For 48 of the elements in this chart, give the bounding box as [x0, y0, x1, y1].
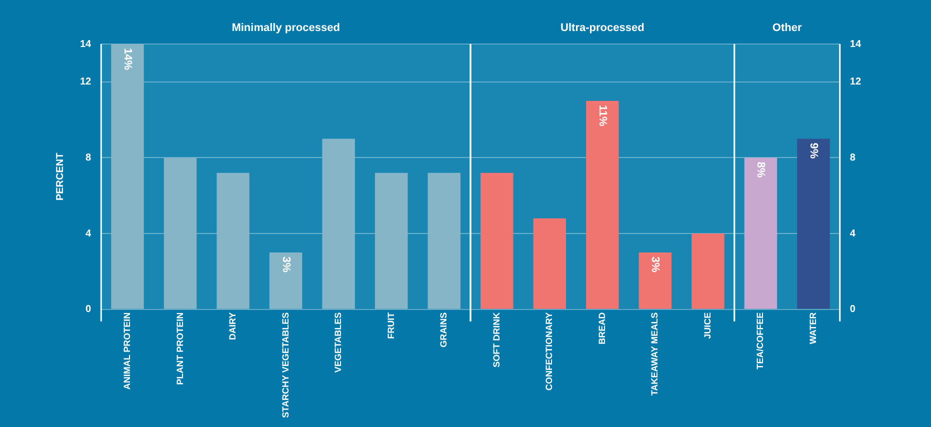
y-axis-title: PERCENT	[54, 152, 66, 201]
y2-tick-label: 12	[850, 76, 862, 88]
x-tick-label: FRUIT	[386, 312, 396, 339]
band-label: Other	[772, 22, 802, 34]
x-tick-label: TAKEAWAY MEALS	[650, 312, 660, 396]
y2-tick-label: 14	[850, 38, 862, 50]
data-label: 11%	[596, 104, 608, 126]
data-label: 9%	[807, 142, 820, 159]
band-label: Minimally processed	[232, 22, 340, 34]
x-tick-label: SOFT DRINK	[491, 312, 502, 368]
bar	[638, 252, 672, 309]
y2-tick-label: 8	[850, 152, 856, 164]
x-tick-label: WATER	[808, 312, 818, 344]
y2-tick-label: 0	[850, 304, 856, 316]
x-tick-label: ANIMAL PROTEIN	[122, 312, 132, 390]
x-tick-label: CONFECTIONARY	[544, 312, 554, 390]
bar	[480, 172, 514, 309]
bar	[428, 172, 460, 309]
x-tick-label: TEA/COFFEE	[755, 312, 766, 370]
bar	[111, 44, 144, 309]
data-label: 3%	[280, 256, 292, 273]
data-label: 3%	[649, 256, 662, 273]
x-tick-label: GRAINS	[438, 312, 449, 348]
y-tick-label: 4	[86, 228, 92, 240]
data-label: 8%	[754, 162, 767, 178]
x-tick-label: DAIRY	[228, 312, 238, 340]
bar	[164, 158, 197, 309]
x-tick-label: VEGETABLES	[333, 312, 344, 373]
bar	[797, 138, 830, 309]
y-tick-label: 12	[80, 76, 92, 88]
y2-tick-label: 4	[850, 228, 856, 240]
y-tick-label: 0	[86, 304, 92, 316]
x-tick-label: STARCHY VEGETABLES	[280, 312, 290, 418]
x-tick-label: BREAD	[596, 312, 607, 344]
bar	[586, 100, 619, 309]
bar	[533, 218, 566, 309]
bar	[322, 138, 355, 309]
bar	[744, 158, 778, 309]
y-tick-label: 14	[80, 38, 92, 50]
data-label: 14%	[121, 48, 134, 70]
bar	[692, 234, 724, 309]
bar	[374, 172, 408, 309]
bar	[216, 172, 250, 309]
y-tick-label: 8	[86, 152, 92, 164]
bar	[269, 252, 302, 309]
band-label: Ultra-processed	[560, 22, 644, 34]
x-tick-label: JUICE	[702, 312, 712, 339]
x-tick-label: PLANT PROTEIN	[174, 312, 185, 385]
